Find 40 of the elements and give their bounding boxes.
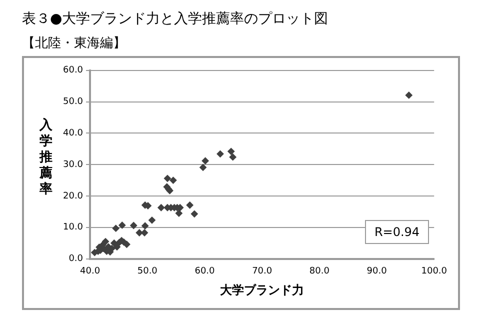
point xyxy=(113,243,120,250)
point xyxy=(175,210,182,217)
x-tick-label: 70.0 xyxy=(252,266,272,277)
point xyxy=(228,148,235,155)
point xyxy=(118,222,126,229)
y-tick-label: 0.0 xyxy=(68,254,84,264)
y-tick-label: 10.0 xyxy=(62,222,84,233)
point xyxy=(405,92,412,99)
point xyxy=(102,238,110,246)
point xyxy=(186,202,194,209)
point xyxy=(142,222,149,230)
point xyxy=(164,174,171,182)
y-tick-label: 30.0 xyxy=(62,160,84,170)
point xyxy=(148,216,156,224)
point xyxy=(141,229,148,236)
x-tick-label: 50.0 xyxy=(137,266,158,277)
point xyxy=(190,210,198,218)
y-tick-label: 50.0 xyxy=(62,97,84,108)
point xyxy=(130,222,138,230)
y-tick-label: 40.0 xyxy=(62,128,84,139)
y-tick-label: 20.0 xyxy=(62,191,84,202)
point xyxy=(229,154,236,161)
x-tick-label: 100.0 xyxy=(421,266,448,277)
point xyxy=(158,204,165,212)
x-tick-label: 60.0 xyxy=(194,266,216,277)
x-axis-title: 大学ブランド力 xyxy=(220,282,304,297)
annotation: R=0.94 xyxy=(365,220,429,244)
y-tick-label: 60.0 xyxy=(62,66,84,76)
x-tick-label: 90.0 xyxy=(366,266,388,277)
point xyxy=(136,229,143,236)
chart-subtitle: 【北陸・東海編】 xyxy=(22,35,126,52)
point xyxy=(216,150,224,158)
point xyxy=(112,224,120,232)
chart-title: 表３●大学ブランド力と入学推薦率のプロット図 xyxy=(22,10,328,28)
x-tick-label: 80.0 xyxy=(309,266,330,277)
point xyxy=(200,164,207,171)
x-tick-label: 40.0 xyxy=(80,266,100,277)
point xyxy=(202,157,209,164)
point xyxy=(170,176,177,184)
y-axis-title: 入学推薦率 xyxy=(38,118,54,198)
